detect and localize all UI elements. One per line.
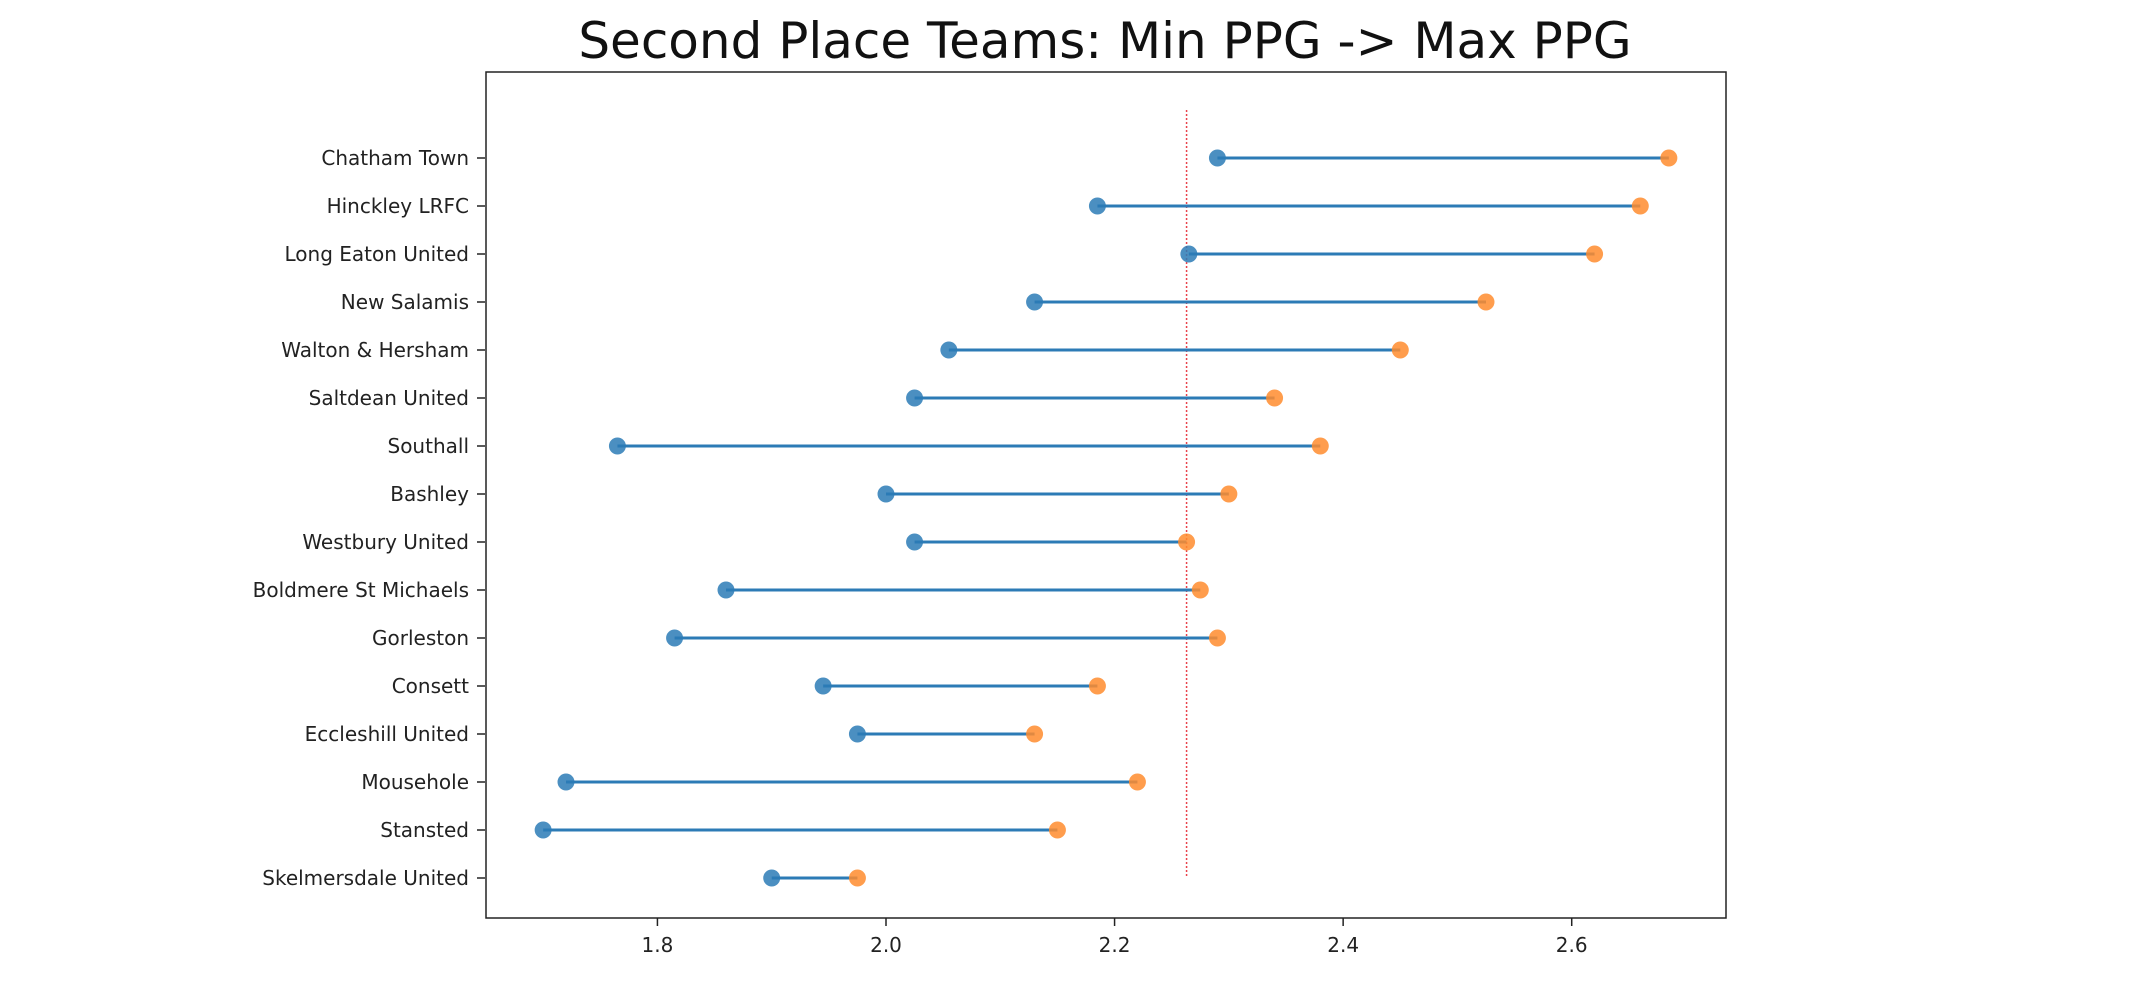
max-ppg-point [1191,581,1209,599]
plot-frame [485,71,1727,919]
max-ppg-point [1128,773,1146,791]
x-tick-label: 2.4 [1327,933,1359,957]
y-tick-label: Westbury United [302,530,469,554]
min-ppg-point [666,629,684,647]
max-ppg-point [1586,245,1604,263]
min-ppg-point [814,677,832,695]
min-ppg-point [1026,293,1044,311]
min-ppg-point [1088,197,1106,215]
y-tick-label: Hinckley LRFC [327,194,469,218]
y-tick-label: Mousehole [361,770,469,794]
max-ppg-point [1208,629,1226,647]
max-ppg-point [1048,821,1066,839]
y-tick-label: Chatham Town [321,146,469,170]
min-ppg-point [534,821,552,839]
y-tick-label: Gorleston [372,626,469,650]
min-ppg-point [906,389,924,407]
max-ppg-point [848,869,866,887]
max-ppg-point [1631,197,1649,215]
y-tick-label: Skelmersdale United [262,866,469,890]
x-tick-label: 2.0 [870,933,902,957]
max-ppg-point [1477,293,1495,311]
min-ppg-point [1208,149,1226,167]
y-tick-label: Stansted [380,818,469,842]
max-ppg-point [1266,389,1284,407]
x-tick-label: 1.8 [642,933,674,957]
min-ppg-point [848,725,866,743]
y-tick-label: Southall [388,434,470,458]
max-ppg-point [1660,149,1678,167]
max-ppg-point [1178,533,1196,551]
min-ppg-point [877,485,895,503]
max-ppg-point [1026,725,1044,743]
x-tick-label: 2.6 [1556,933,1588,957]
x-tick-label: 2.2 [1099,933,1131,957]
max-ppg-point [1391,341,1409,359]
y-tick-label: Boldmere St Michaels [253,578,469,602]
chart-title: Second Place Teams: Min PPG -> Max PPG [578,12,1631,70]
y-tick-label: Long Eaton United [285,242,469,266]
max-ppg-point [1088,677,1106,695]
max-ppg-point [1311,437,1329,455]
min-ppg-point [906,533,924,551]
y-tick-label: Consett [392,674,469,698]
y-tick-label: New Salamis [341,290,469,314]
min-ppg-point [608,437,626,455]
min-ppg-point [763,869,781,887]
min-ppg-point [717,581,735,599]
min-ppg-point [940,341,958,359]
min-ppg-point [557,773,575,791]
y-tick-label: Saltdean United [309,386,469,410]
max-ppg-point [1220,485,1238,503]
plot-area: 1.8 2.0 2.2 2.4 2.6 Chatham Town Hinckley LRFC… [253,71,1727,957]
y-tick-label: Eccleshill United [305,722,469,746]
y-tick-label: Walton & Hersham [281,338,469,362]
min-ppg-point [1180,245,1198,263]
y-tick-label: Bashley [390,482,469,506]
